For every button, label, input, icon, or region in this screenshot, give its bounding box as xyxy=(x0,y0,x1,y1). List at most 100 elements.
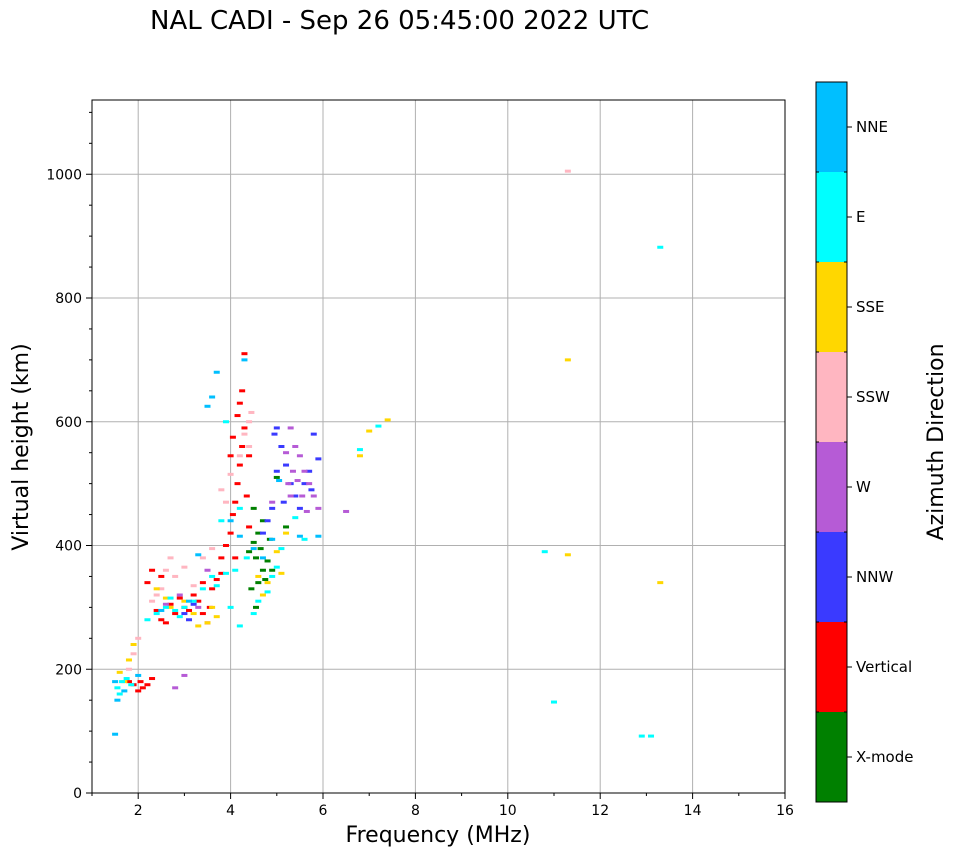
echo-point-ssw xyxy=(130,652,137,656)
echo-point-vertical xyxy=(234,414,241,418)
colorbar-tick-label: Vertical xyxy=(856,658,912,676)
echo-point-x-mode xyxy=(255,581,262,585)
echo-point-ssw xyxy=(209,547,216,551)
echo-point-w xyxy=(287,494,294,498)
colorbar-segment xyxy=(816,622,847,712)
echo-point-vertical xyxy=(158,574,165,578)
echo-point-x-mode xyxy=(250,540,257,544)
echo-point-vertical xyxy=(172,612,179,616)
echo-point-vertical xyxy=(246,525,253,529)
x-axis-label: Frequency (MHz) xyxy=(346,823,531,848)
colorbar-segment xyxy=(816,532,847,622)
echo-point-nnw xyxy=(264,519,271,523)
echo-point-e xyxy=(227,605,234,609)
echo-point-nne xyxy=(213,370,220,374)
echo-point-e xyxy=(648,734,655,738)
echo-point-nne xyxy=(121,689,128,693)
colorbar: X-mode Vertical NNW W SSW SSE E NNE xyxy=(815,81,913,803)
echo-point-x-mode xyxy=(257,547,264,551)
echo-point-vertical xyxy=(149,677,156,681)
echo-point-ssw xyxy=(246,420,253,424)
echo-point-vertical xyxy=(222,544,229,547)
colorbar-tick-label: X-mode xyxy=(856,748,913,766)
echo-point-nnw xyxy=(273,426,280,430)
colorbar-tick-label: NNE xyxy=(856,118,888,136)
colorbar-segment xyxy=(816,172,847,262)
echo-point-vertical xyxy=(149,568,156,572)
echo-point-sse xyxy=(130,643,137,646)
echo-point-sse xyxy=(213,615,220,619)
colorbar-tick-label: SSW xyxy=(856,388,890,406)
echo-point-vertical xyxy=(209,587,216,591)
echo-point-vertical xyxy=(236,401,243,405)
echo-point-e xyxy=(255,599,262,603)
colorbar-label: Azimuth Direction xyxy=(924,343,949,540)
x-tick-label: 2 xyxy=(134,803,143,819)
echo-point-x-mode xyxy=(259,519,266,523)
echo-point-ssw xyxy=(181,565,188,569)
echo-point-ssw xyxy=(125,667,132,671)
colorbar-tick-label: NNW xyxy=(856,568,893,586)
echo-point-nnw xyxy=(315,457,322,461)
echo-point-x-mode xyxy=(246,550,253,554)
echo-point-nnw xyxy=(280,500,287,504)
y-tick-label: 600 xyxy=(55,415,82,431)
echo-point-vertical xyxy=(186,608,193,612)
echo-point-sse xyxy=(384,418,391,422)
chart-title: NAL CADI - Sep 26 05:45:00 2022 UTC xyxy=(150,6,650,36)
echo-point-e xyxy=(199,587,206,591)
echo-point-w xyxy=(299,494,306,498)
y-tick-label: 0 xyxy=(73,786,82,802)
echo-point-vertical xyxy=(234,482,241,486)
plot-frame xyxy=(91,99,786,794)
echo-point-w xyxy=(162,602,169,606)
echo-point-ssw xyxy=(158,587,165,591)
echo-point-nne xyxy=(250,547,257,551)
x-tick-label: 14 xyxy=(684,803,702,819)
echo-point-vertical xyxy=(241,352,248,356)
echo-point-ssw xyxy=(236,454,243,458)
echo-point-w xyxy=(285,482,292,486)
echo-point-w xyxy=(176,593,183,597)
echo-point-sse xyxy=(181,599,188,603)
echo-point-x-mode xyxy=(264,559,271,563)
echo-point-vertical xyxy=(227,454,234,458)
echo-point-e xyxy=(114,686,121,690)
y-axis-label: Virtual height (km) xyxy=(9,343,34,550)
echo-point-x-mode xyxy=(248,587,255,591)
echo-point-w xyxy=(310,494,317,498)
echo-point-vertical xyxy=(246,454,253,458)
echo-point-sse xyxy=(162,596,169,600)
echo-point-x-mode xyxy=(250,506,257,510)
echo-point-e xyxy=(243,556,250,560)
echo-point-vertical xyxy=(213,578,220,582)
echo-point-nne xyxy=(204,404,211,408)
echo-point-ssw xyxy=(199,556,206,560)
echo-point-sse xyxy=(564,553,571,557)
echo-point-w xyxy=(306,482,313,486)
echo-point-x-mode xyxy=(273,475,280,479)
echo-point-e xyxy=(218,519,225,523)
echo-point-w xyxy=(283,451,290,455)
echo-point-nnw xyxy=(306,469,313,473)
echo-point-vertical xyxy=(144,683,151,687)
colorbar-frame xyxy=(815,81,848,803)
echo-point-x-mode xyxy=(259,568,266,572)
colorbar-segment xyxy=(816,262,847,352)
echo-point-vertical xyxy=(239,389,246,393)
echo-point-vertical xyxy=(190,593,197,597)
echo-point-sse xyxy=(273,550,280,554)
x-tick-label: 16 xyxy=(776,803,794,819)
colorbar-segment xyxy=(816,352,847,442)
echo-point-e xyxy=(292,516,299,520)
echo-point-nnw xyxy=(271,432,278,436)
echo-point-e xyxy=(232,568,239,572)
echo-point-nnw xyxy=(259,531,266,535)
echo-point-e xyxy=(278,547,285,551)
echo-point-nne xyxy=(135,673,142,677)
echo-point-sse xyxy=(195,624,202,628)
x-tick-label: 4 xyxy=(226,803,235,819)
echo-point-ssw xyxy=(564,169,571,173)
echo-point-nne xyxy=(236,534,243,538)
echo-point-vertical xyxy=(229,513,236,517)
